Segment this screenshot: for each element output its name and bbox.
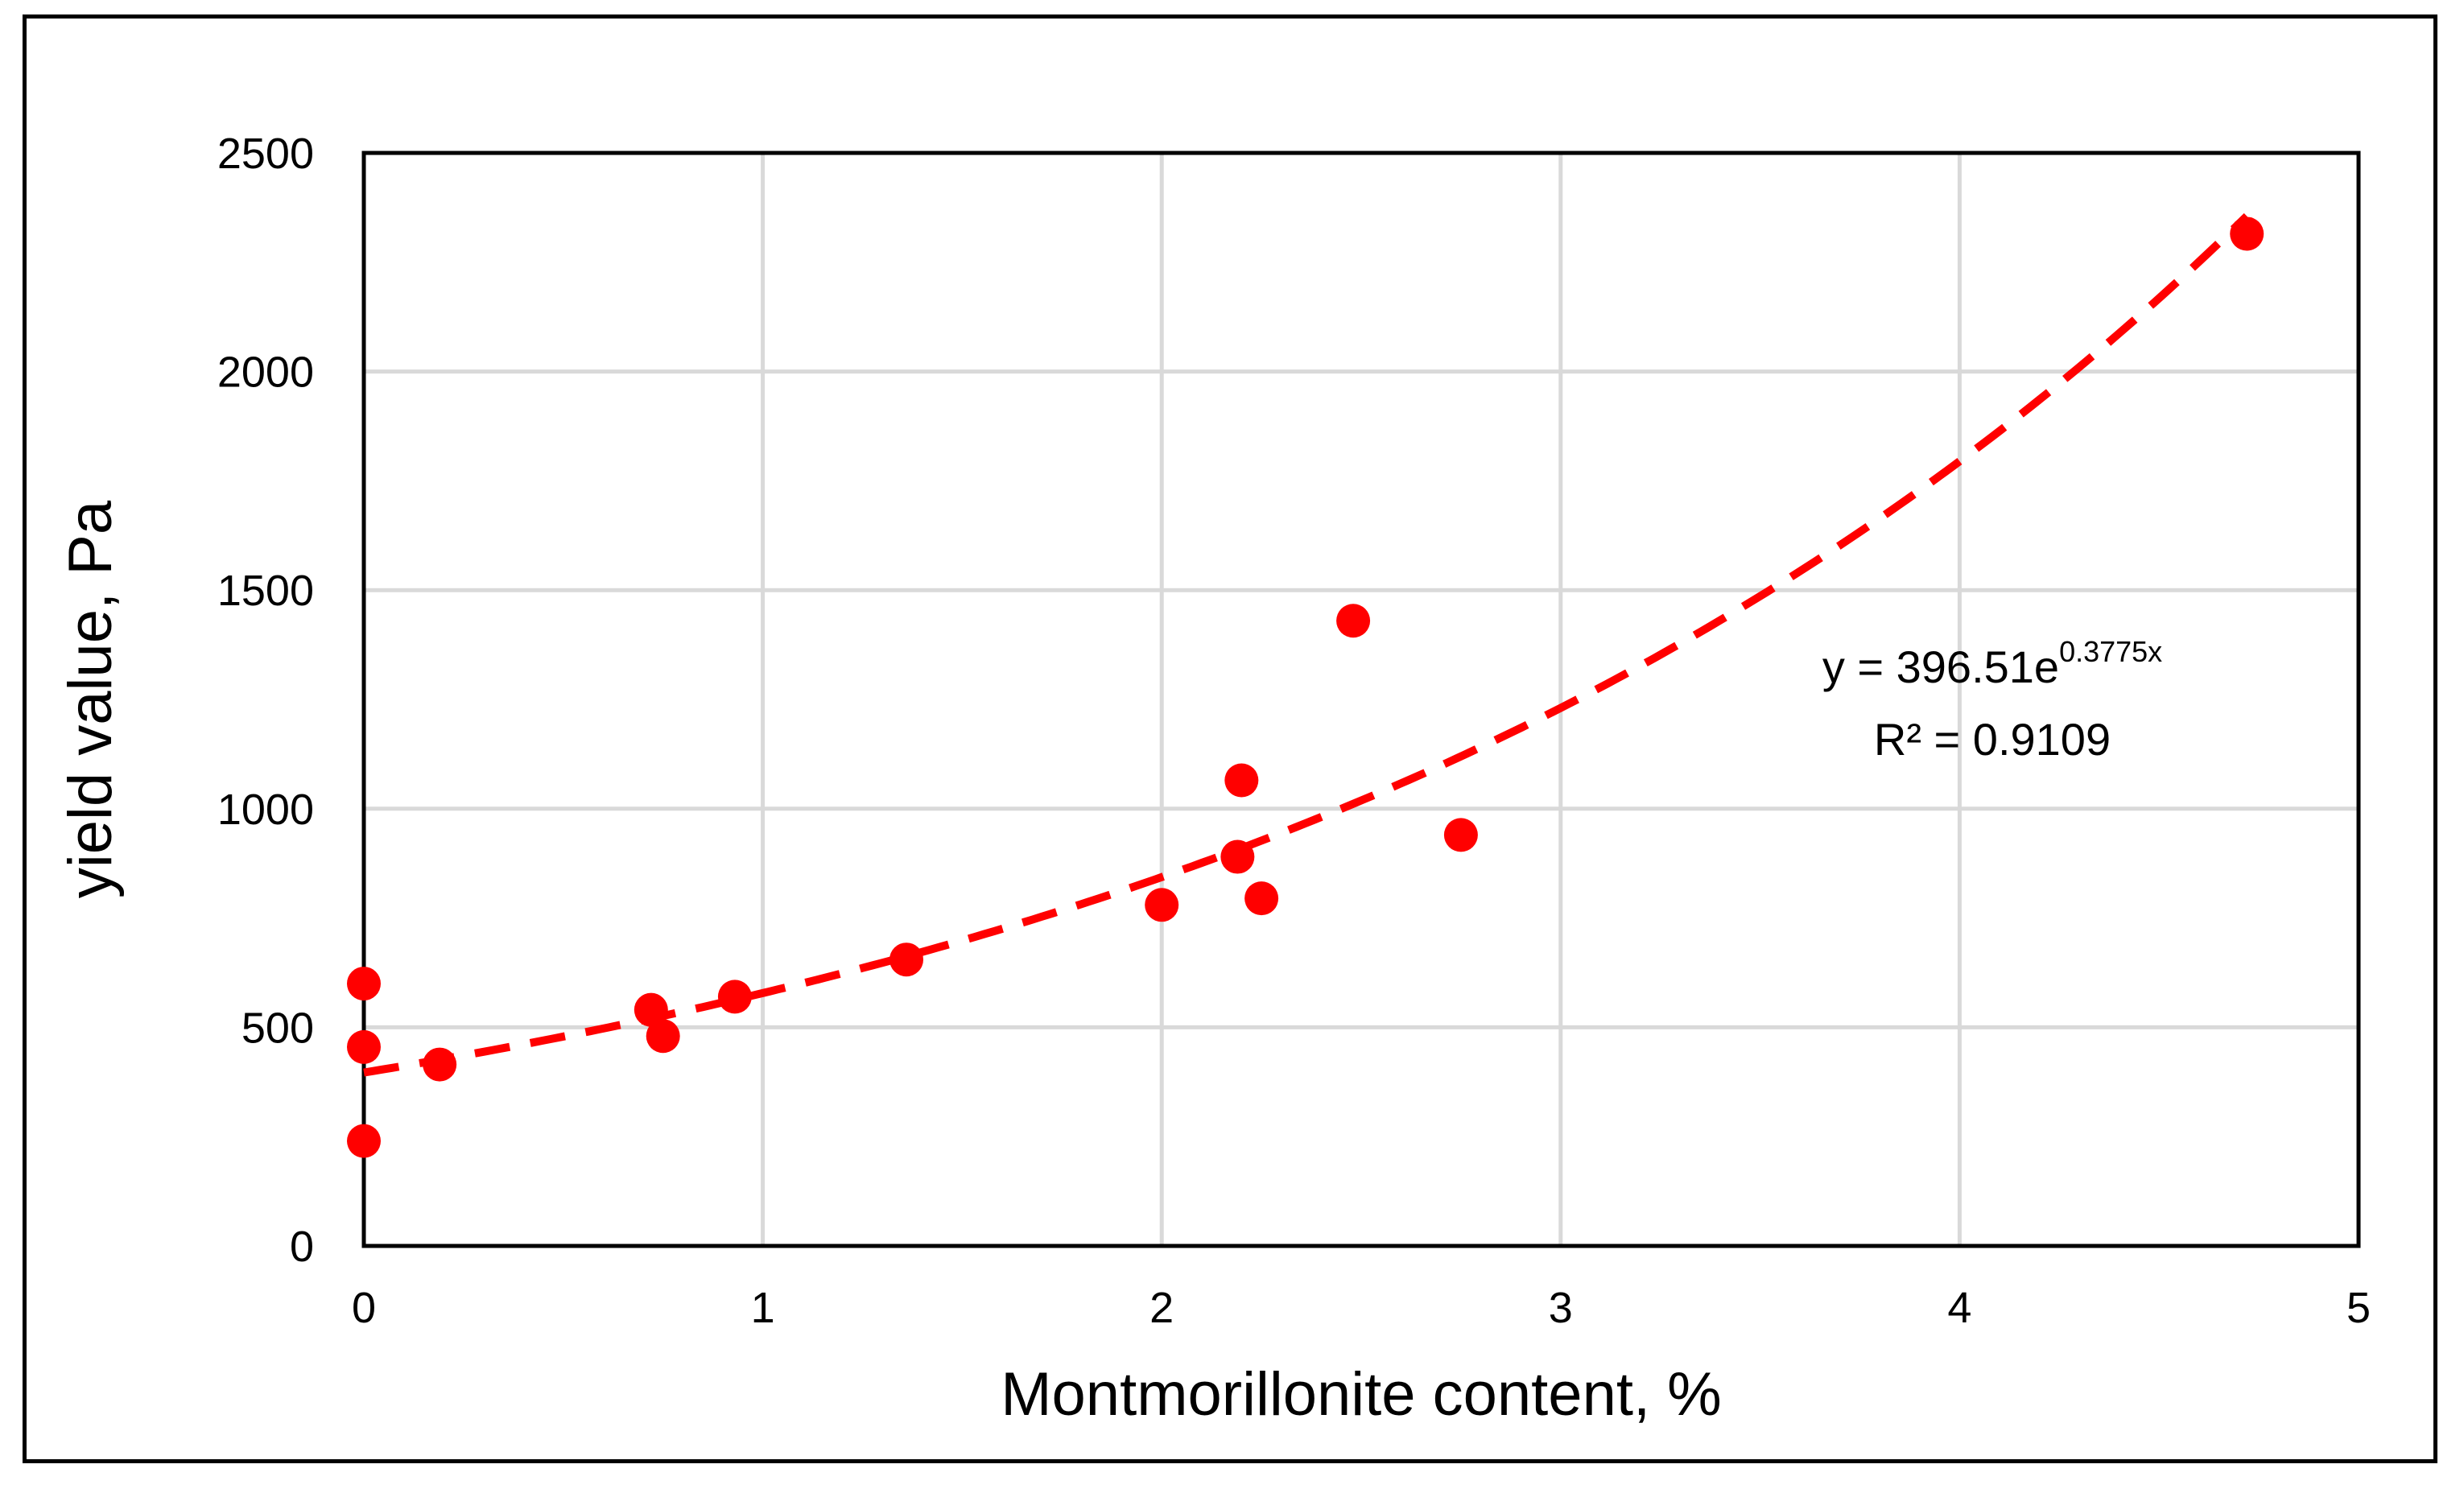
y-tick-label: 2500 — [217, 130, 314, 178]
data-point — [1220, 839, 1255, 874]
data-point — [347, 1029, 381, 1064]
trendline-equation-main: y = 396.51e — [1822, 641, 2059, 692]
x-tick-label: 0 — [352, 1284, 376, 1332]
y-tick-label: 500 — [241, 1004, 314, 1052]
data-point — [423, 1047, 457, 1082]
trendline-r-squared: R² = 0.9109 — [1874, 714, 2111, 765]
x-tick-label: 4 — [1947, 1284, 1971, 1332]
data-points — [347, 217, 2264, 1158]
tick-labels: 0 500 1000 1500 2000 2500 0 1 2 3 4 5 — [217, 130, 2371, 1332]
y-tick-label: 2000 — [217, 349, 314, 397]
y-axis-title: yield value, Pa — [56, 500, 125, 898]
data-point — [646, 1019, 680, 1054]
data-point — [1244, 881, 1279, 916]
trendline-equation-exponent: 0.3775x — [2059, 635, 2162, 668]
plot-area — [361, 151, 2361, 1248]
data-point — [889, 942, 924, 977]
data-point — [1443, 818, 1478, 852]
x-tick-label: 3 — [1549, 1284, 1573, 1332]
exponential-trendline — [363, 212, 2250, 1077]
y-tick-label: 1000 — [217, 786, 314, 834]
data-point — [2230, 217, 2264, 251]
trendline-equation: y = 396.51e0.3775x — [1822, 635, 2162, 692]
y-tick-label: 1500 — [217, 567, 314, 615]
data-point — [347, 967, 381, 1001]
grid-lines — [361, 151, 2361, 1248]
data-point — [1145, 888, 1179, 922]
data-point — [1336, 604, 1371, 638]
data-point — [634, 992, 668, 1027]
x-tick-label: 1 — [751, 1284, 775, 1332]
data-point — [717, 980, 752, 1014]
x-tick-label: 5 — [2346, 1284, 2371, 1332]
data-point — [1224, 763, 1259, 798]
y-tick-label: 0 — [290, 1223, 314, 1271]
x-tick-label: 2 — [1149, 1284, 1174, 1332]
chart-frame — [23, 14, 2437, 1463]
x-axis-title: Montmorillonite content, % — [1001, 1360, 1722, 1429]
data-point — [347, 1124, 381, 1158]
